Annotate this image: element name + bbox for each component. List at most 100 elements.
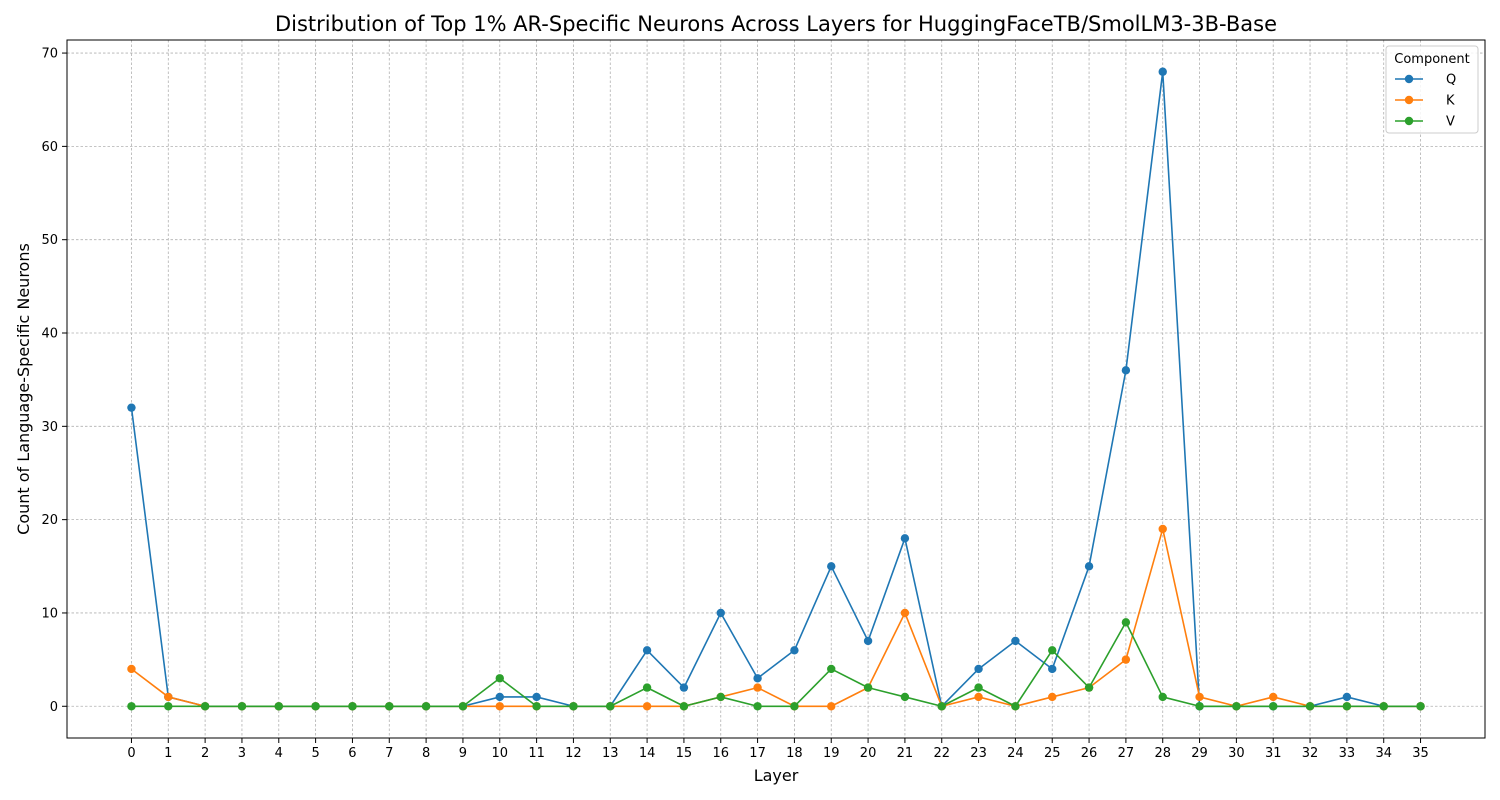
legend-swatch-marker — [1404, 116, 1414, 126]
data-point — [974, 692, 983, 702]
data-point — [532, 692, 541, 702]
x-tick-label: 3 — [238, 746, 246, 761]
x-tick-label: 16 — [712, 746, 729, 761]
data-point — [1269, 692, 1278, 702]
series-v — [127, 618, 1425, 711]
data-point — [642, 702, 652, 711]
data-point — [348, 702, 357, 711]
x-tick-label: 35 — [1412, 746, 1429, 761]
legend-box — [1385, 45, 1479, 134]
data-point — [1379, 702, 1388, 711]
data-point — [1011, 702, 1020, 711]
y-tick-label: 50 — [41, 233, 58, 248]
data-point — [1048, 664, 1057, 674]
data-point — [127, 702, 136, 711]
legend-swatch-marker — [1404, 95, 1414, 105]
data-point — [1416, 702, 1425, 711]
data-point — [679, 683, 689, 692]
data-point — [164, 702, 173, 711]
data-point — [900, 534, 910, 543]
data-point — [1342, 702, 1352, 711]
x-tick-label: 34 — [1375, 746, 1392, 761]
legend-label: V — [1446, 115, 1455, 130]
data-point — [679, 702, 689, 711]
data-point — [311, 702, 320, 711]
data-point — [1269, 702, 1278, 711]
data-point — [1084, 683, 1094, 692]
x-tick-label: 18 — [786, 746, 803, 761]
data-point — [1158, 692, 1167, 702]
data-point — [458, 702, 468, 711]
x-tick-label: 19 — [823, 746, 840, 761]
x-tick-label: 4 — [275, 746, 283, 761]
data-point — [1195, 702, 1204, 711]
legend-item-v: V — [1395, 115, 1455, 130]
data-point — [1121, 655, 1131, 664]
data-point — [642, 646, 652, 655]
data-point — [1048, 692, 1057, 702]
legend-label: K — [1446, 94, 1455, 109]
x-tick-label: 32 — [1302, 746, 1319, 761]
data-point — [827, 702, 836, 711]
x-tick-label: 30 — [1228, 746, 1245, 761]
x-tick-label: 1 — [164, 746, 172, 761]
y-axis-ticks: 0 10 20 30 40 50 60 70 — [41, 47, 67, 715]
data-point — [1232, 702, 1241, 711]
data-point — [127, 403, 136, 412]
x-tick-label: 29 — [1191, 746, 1208, 761]
data-point — [421, 702, 431, 711]
x-tick-label: 15 — [676, 746, 693, 761]
y-tick-label: 30 — [41, 420, 58, 435]
data-point — [1158, 67, 1167, 76]
data-point — [1011, 636, 1020, 646]
plot-area-frame — [66, 39, 1486, 739]
legend: Component QKV — [1385, 45, 1479, 134]
data-point — [495, 674, 504, 683]
x-tick-label: 7 — [385, 746, 393, 761]
data-point — [716, 692, 725, 702]
data-point — [753, 674, 762, 683]
x-tick-label: 21 — [897, 746, 914, 761]
data-point — [1048, 646, 1057, 655]
data-point — [1342, 692, 1352, 702]
data-point — [200, 702, 210, 711]
data-point — [495, 692, 504, 702]
y-axis-label: Count of Language-Specific Neurons — [14, 243, 33, 535]
data-point — [753, 702, 762, 711]
legend-title: Component — [1394, 52, 1469, 67]
legend-items: QKV — [1395, 73, 1456, 130]
data-point — [974, 683, 983, 692]
data-point — [900, 608, 910, 618]
data-point — [863, 636, 873, 646]
data-point — [1121, 366, 1131, 375]
data-point — [1305, 702, 1315, 711]
x-tick-label: 10 — [491, 746, 508, 761]
data-point — [385, 702, 394, 711]
x-axis-label: Layer — [754, 766, 799, 785]
x-tick-label: 14 — [639, 746, 656, 761]
data-point — [974, 664, 983, 674]
x-tick-label: 2 — [201, 746, 209, 761]
data-point — [1121, 618, 1131, 627]
data-point — [900, 692, 910, 702]
data-point — [1084, 562, 1094, 571]
x-tick-label: 20 — [860, 746, 877, 761]
y-tick-label: 60 — [41, 140, 58, 155]
data-point — [790, 702, 799, 711]
legend-item-q: Q — [1395, 73, 1456, 88]
chart-title: Distribution of Top 1% AR-Specific Neuro… — [275, 12, 1277, 36]
x-tick-label: 22 — [933, 746, 950, 761]
data-point — [716, 608, 725, 618]
x-tick-label: 24 — [1007, 746, 1024, 761]
x-tick-label: 12 — [565, 746, 582, 761]
data-point — [532, 702, 541, 711]
data-point — [127, 664, 136, 674]
data-point — [606, 702, 615, 711]
legend-swatch-marker — [1404, 74, 1414, 84]
x-tick-label: 9 — [459, 746, 467, 761]
x-tick-label: 33 — [1339, 746, 1356, 761]
data-point — [495, 702, 504, 711]
data-point — [937, 702, 946, 711]
series-line-v — [131, 621, 1421, 708]
